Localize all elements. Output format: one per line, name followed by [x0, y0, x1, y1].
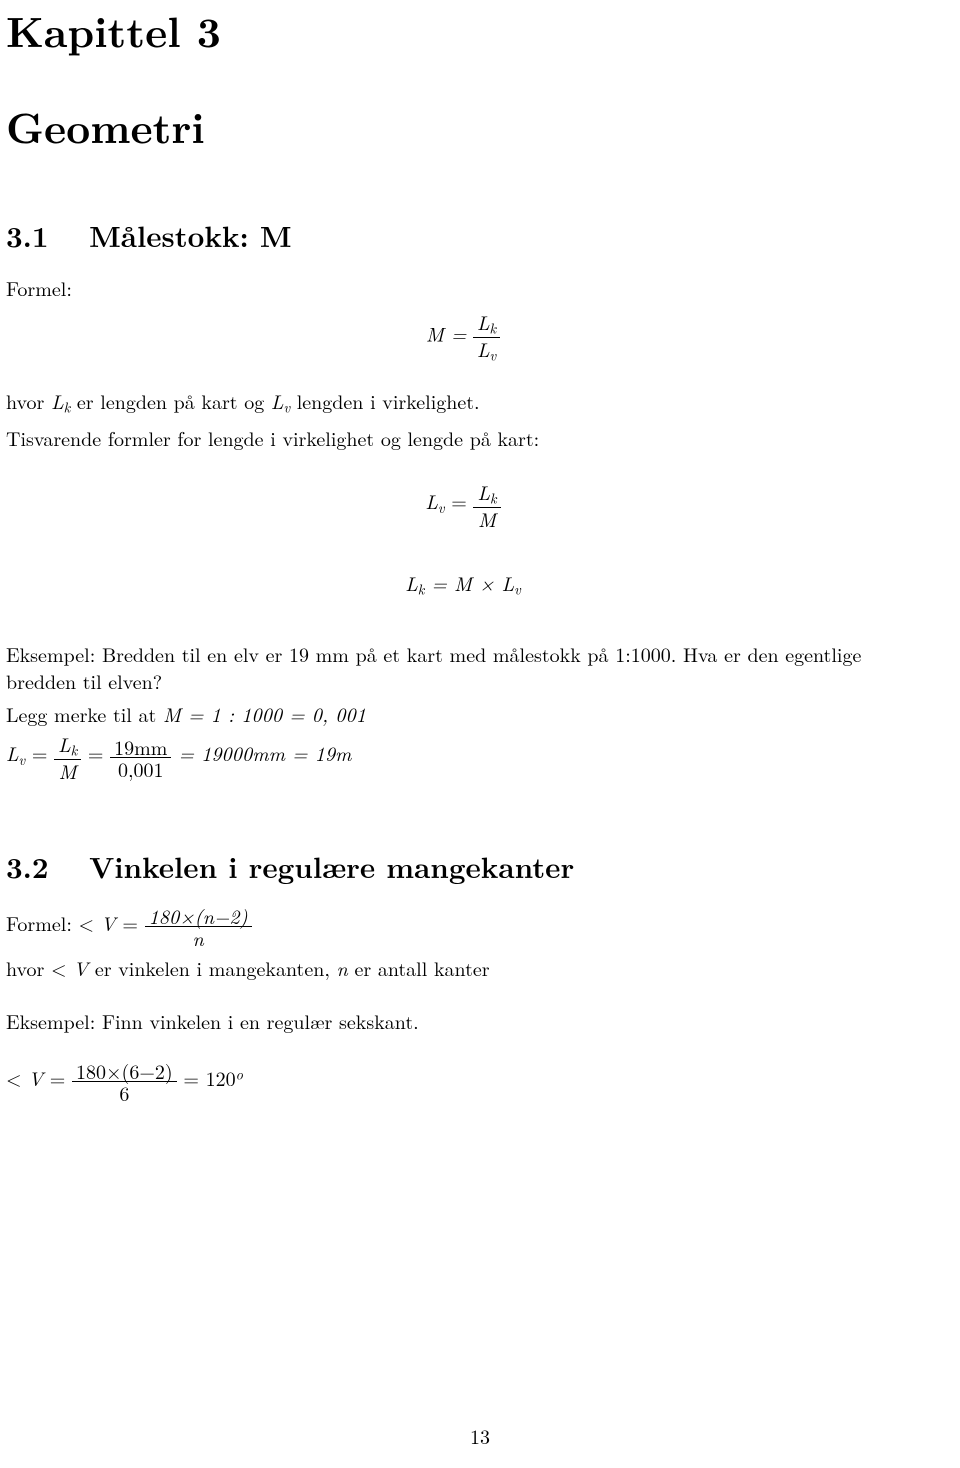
def-pre: hvor — [6, 386, 51, 415]
lv-eq2: = — [81, 738, 110, 767]
definition-line: hvor Lk er lengden på kart og Lv lengden… — [6, 387, 920, 418]
page: Kapittel 3 Geometri 3.1 Målestokk: M For… — [0, 0, 960, 1468]
answer-line: < V = 180×(6−2) 6 = 120o — [6, 1060, 920, 1103]
ans-eq: = — [43, 1063, 72, 1092]
eq-Lk-mid: = M × L — [424, 568, 514, 597]
equation-M: M = Lk Lv — [6, 311, 920, 363]
lv-eq1: = — [25, 738, 54, 767]
eksempel-32: Eksempel: Finn vinkelen i en regulær sek… — [6, 1007, 920, 1034]
lv-pre: L — [6, 738, 19, 767]
hvor-mid: er vinkelen i mangekanten, — [88, 953, 336, 982]
legg-pre: Legg merke til at — [6, 699, 163, 728]
formel-frac-den: n — [145, 927, 252, 948]
ans-V: V — [28, 1063, 43, 1092]
section-title-text: Målestokk: M — [89, 214, 291, 256]
hvor-V: V — [73, 953, 88, 982]
lv-frac2-den: 0,001 — [110, 758, 171, 779]
section-3-2-title: 3.2 Vinkelen i regulære mangekanter — [0, 787, 960, 905]
eq-M-num-L: L — [477, 307, 490, 336]
ans-pre: < — [6, 1063, 28, 1092]
section-number: 3.1 — [6, 214, 78, 256]
lv-calc-line: Lv = Lk M = 19mm 0,001 = 19000mm = 19m — [6, 733, 920, 781]
eksempel-line: Eksempel: Bredden til en elv er 19 mm på… — [6, 640, 920, 694]
eq-Lk-L: L — [405, 568, 418, 597]
def-mid1: er lengden på kart og — [70, 386, 271, 415]
section-title-text: Vinkelen i regulære mangekanter — [89, 845, 574, 887]
eq-Lk-sub-b: v — [514, 580, 521, 600]
lv-frac1-den: M — [59, 756, 77, 785]
eq-Lv-sub: v — [438, 498, 445, 518]
formel-V: V — [101, 908, 116, 937]
formel-pre: Formel: < — [6, 908, 101, 937]
section-3-1-title: 3.1 Målestokk: M — [0, 156, 960, 274]
chapter-title: Geometri — [0, 60, 960, 156]
ans-sup: o — [236, 1064, 243, 1084]
formel-eq: = — [116, 908, 145, 937]
chapter-label: Kapittel 3 — [0, 0, 960, 60]
page-number: 13 — [0, 1421, 960, 1450]
section-number: 3.2 — [6, 845, 78, 887]
formel-frac: 180×(n−2) n — [145, 905, 252, 948]
hvor-post: er antall kanter — [348, 953, 490, 982]
legg-eq: M = 1 : 1000 = 0, 001 — [163, 699, 366, 728]
eq-M-den-sub: v — [490, 345, 497, 365]
eq-M-num-sub: k — [490, 319, 497, 339]
eq-Lv-den-M: M — [478, 504, 496, 533]
ans-frac-den: 6 — [72, 1082, 177, 1103]
lv-frac2: 19mm 0,001 — [110, 736, 171, 779]
eq-M-frac: Lk Lv — [473, 311, 500, 363]
equation-Lv: Lv = Lk M — [6, 481, 920, 529]
lv-post: = 19000mm = 19m — [171, 738, 351, 767]
def-Lv: L — [271, 386, 284, 415]
legg-merke-line: Legg merke til at M = 1 : 1000 = 0, 001 — [6, 700, 920, 727]
lv-frac1: Lk M — [54, 733, 81, 781]
tisvarende-line: Tisvarende formler for lengde i virkelig… — [6, 424, 920, 451]
ans-post-a: = 120 — [177, 1063, 236, 1092]
formel-32-line: Formel: < V = 180×(n−2) n — [6, 905, 920, 948]
eq-M-den-L: L — [477, 334, 490, 363]
eq-Lv-num-L: L — [477, 477, 490, 506]
equation-Lk: Lk = M × Lv — [6, 569, 920, 600]
eq-Lv-equals: = — [445, 487, 474, 516]
hvor-line: hvor < V er vinkelen i mangekanten, n er… — [6, 954, 920, 981]
lv-frac1-num-L: L — [58, 729, 71, 758]
def-Lk: L — [51, 386, 64, 415]
ans-frac: 180×(6−2) 6 — [72, 1060, 177, 1103]
eq-Lv-frac: Lk M — [473, 481, 500, 529]
def-post: lengden i virkelighet. — [290, 386, 480, 415]
hvor-n: n — [337, 953, 348, 982]
hvor-pre: hvor < — [6, 953, 73, 982]
formel-label: Formel: — [6, 274, 920, 301]
eq-M-left: M = — [426, 319, 466, 348]
eq-Lv-L: L — [425, 487, 438, 516]
